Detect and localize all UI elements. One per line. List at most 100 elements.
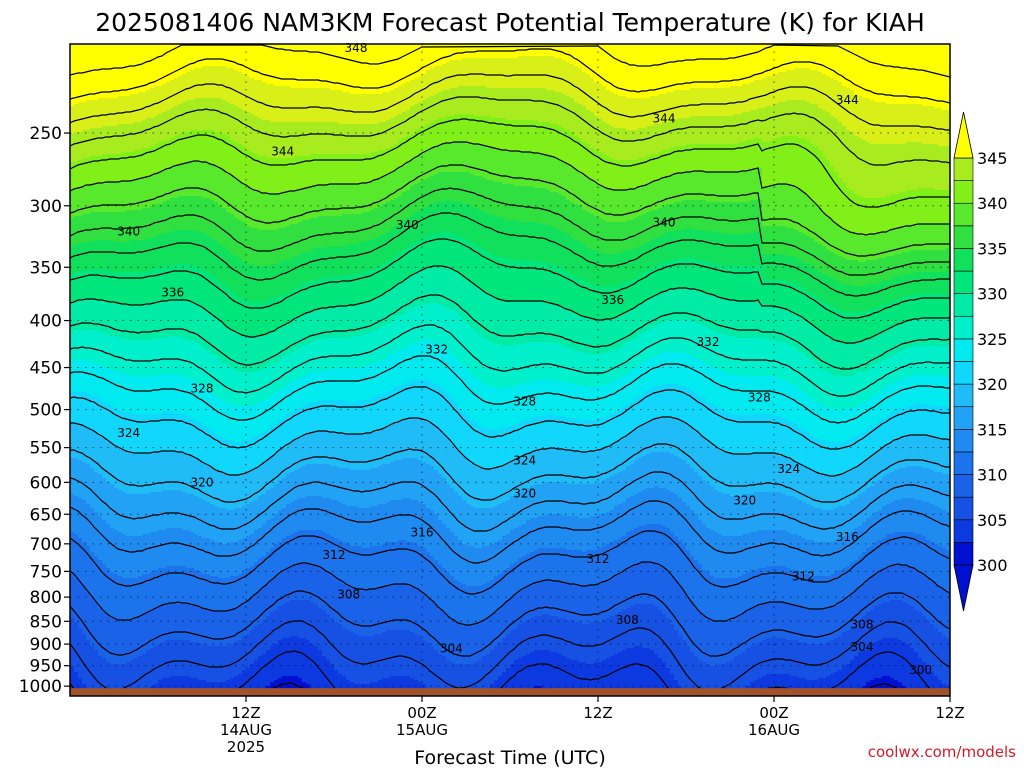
contour-band — [878, 678, 883, 696]
contour-band — [190, 380, 195, 419]
contour-band — [406, 586, 411, 631]
contour-band — [310, 464, 315, 497]
contour-band — [558, 618, 563, 655]
contour-band — [282, 508, 287, 539]
contour-band — [130, 152, 135, 181]
contour-band — [318, 568, 323, 609]
contour-band — [214, 542, 219, 577]
contour-band — [438, 146, 443, 173]
contour-band — [814, 472, 819, 509]
contour-band — [634, 188, 639, 219]
contour-band — [830, 442, 835, 477]
contour-band — [90, 468, 95, 509]
contour-band — [94, 432, 99, 473]
contour-band — [106, 368, 111, 405]
contour-band — [122, 338, 127, 375]
contour-band — [118, 620, 123, 665]
contour-band — [374, 362, 379, 397]
contour-band — [830, 252, 835, 279]
contour-band — [866, 488, 871, 519]
contour-band — [306, 464, 311, 497]
contour-band — [554, 616, 559, 653]
contour-band — [506, 346, 511, 389]
contour-band — [790, 186, 795, 229]
contour-band — [690, 356, 695, 391]
contour-band — [686, 506, 691, 551]
contour-band — [550, 616, 555, 653]
contour-band — [854, 234, 859, 261]
contour-band — [842, 376, 847, 411]
contour-band — [450, 142, 455, 173]
contour-band — [550, 482, 555, 515]
contour-band — [270, 230, 275, 265]
contour-band — [86, 464, 91, 505]
contour-band — [822, 246, 827, 275]
contour-band — [694, 230, 699, 261]
contour-band — [510, 530, 515, 565]
contour-band — [390, 500, 395, 543]
contour-band — [550, 652, 555, 691]
contour-band — [594, 150, 599, 185]
contour-band — [418, 76, 423, 103]
contour-band — [374, 634, 379, 683]
contour-band — [174, 566, 179, 605]
contour-band — [366, 182, 371, 213]
contour-band — [682, 422, 687, 461]
contour-band — [258, 336, 263, 371]
contour-band — [134, 94, 139, 123]
contour-band — [238, 372, 243, 407]
contour-band — [826, 642, 831, 677]
contour-band — [806, 574, 811, 609]
contour-band — [210, 44, 215, 67]
contour-band — [350, 588, 355, 633]
contour-band — [894, 194, 899, 231]
colorbar-segment — [953, 248, 974, 272]
contour-band — [910, 142, 915, 191]
contour-band — [758, 80, 763, 109]
contour-band — [262, 120, 267, 157]
contour-band — [854, 260, 859, 287]
contour-band — [162, 530, 167, 569]
contour-band — [462, 626, 467, 665]
contour-band — [190, 230, 195, 267]
contour-band — [358, 336, 363, 369]
contour-band — [394, 424, 399, 461]
contour-band — [886, 358, 891, 387]
contour-band — [514, 88, 519, 121]
contour-band — [138, 44, 143, 93]
contour-band — [606, 124, 611, 157]
contour-band — [534, 518, 539, 551]
contour-band — [86, 158, 91, 187]
contour-band — [626, 374, 631, 405]
contour-band — [522, 302, 527, 345]
contour-band — [198, 232, 203, 269]
contour-band — [338, 624, 343, 675]
contour-band — [234, 70, 239, 107]
contour-band — [306, 374, 311, 405]
contour-band — [602, 620, 607, 661]
contour-band — [810, 644, 815, 681]
contour-band — [542, 56, 547, 89]
contour-band — [374, 180, 379, 209]
contour-band — [698, 144, 703, 173]
contour-band — [842, 126, 847, 183]
contour-band — [590, 516, 595, 551]
contour-band — [166, 300, 171, 339]
contour-band — [198, 344, 203, 385]
contour-band — [682, 200, 687, 231]
contour-band — [526, 120, 531, 153]
contour-band — [526, 152, 531, 187]
contour-band — [454, 312, 459, 359]
colorbar-segment — [953, 180, 974, 204]
contour-band — [482, 58, 487, 87]
contour-band — [446, 232, 451, 269]
contour-band — [518, 152, 523, 187]
contour-band — [642, 526, 647, 563]
contour-band — [926, 346, 931, 375]
contour-band — [598, 84, 603, 119]
contour-band — [858, 44, 863, 97]
contour-band — [378, 94, 383, 123]
contour-band — [718, 578, 723, 623]
contour-band — [426, 598, 431, 643]
contour-band — [614, 44, 619, 95]
